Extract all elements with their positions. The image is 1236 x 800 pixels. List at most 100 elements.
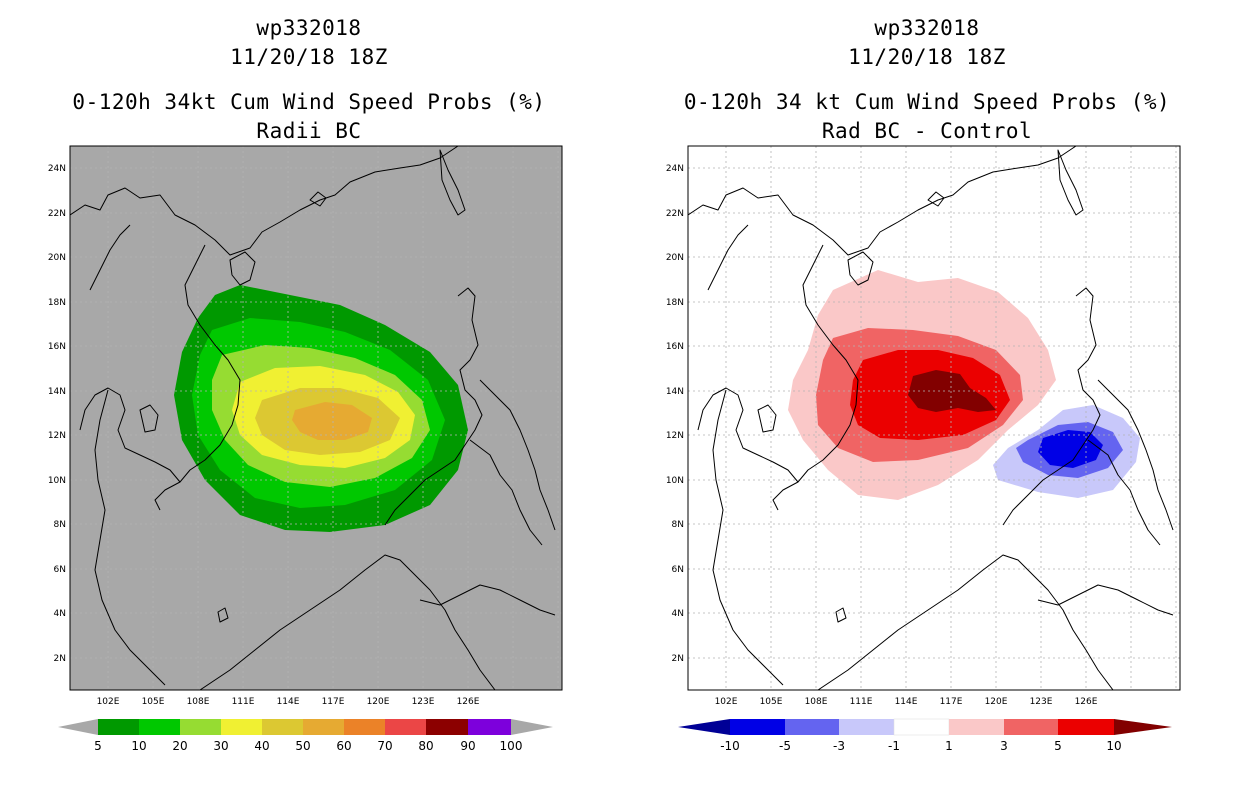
right-lat-label: 12N: [666, 431, 684, 441]
right-lat-label: 24N: [666, 164, 684, 174]
left-datetime: 11/20/18 18Z: [230, 45, 388, 69]
right-colorbar-swatch: [785, 719, 839, 735]
left-colorbar-swatch: [303, 719, 344, 735]
right-grid: [688, 146, 1180, 690]
left-lat-label: 6N: [54, 565, 66, 575]
right-lon-label: 126E: [1075, 697, 1098, 707]
left-lon-label: 120E: [367, 697, 390, 707]
right-lat-label: 22N: [666, 209, 684, 219]
left-lat-label: 4N: [54, 609, 66, 619]
left-colorbar-label: 20: [172, 739, 187, 753]
right-datetime: 11/20/18 18Z: [848, 45, 1006, 69]
left-lat-label: 16N: [48, 342, 66, 352]
right-colorbar: -10 -5 -3 -1 1 3 5 10: [678, 718, 1172, 753]
left-colorbar-high-arrow: [511, 719, 553, 735]
right-lon-label: 114E: [895, 697, 918, 707]
left-lat-label: 12N: [48, 431, 66, 441]
left-lat-label: 20N: [48, 253, 66, 263]
right-lat-label: 6N: [672, 565, 684, 575]
left-lat-label: 10N: [48, 476, 66, 486]
right-colorbar-label: 1: [945, 739, 953, 753]
left-colorbar-swatch: [344, 719, 385, 735]
right-colorbar-swatch: [1058, 719, 1114, 735]
left-colorbar-label: 90: [460, 739, 475, 753]
left-grid: [70, 146, 562, 690]
right-colorbar-swatch: [893, 718, 950, 736]
left-colorbar-label: 10: [131, 739, 146, 753]
left-lat-label: 24N: [48, 164, 66, 174]
right-product-title: 0-120h 34 kt Cum Wind Speed Probs (%): [683, 90, 1171, 114]
right-coastlines: [688, 146, 1174, 690]
left-subtitle: Radii BC: [256, 119, 362, 143]
left-colorbar-label: 30: [213, 739, 228, 753]
left-lat-label: 22N: [48, 209, 66, 219]
right-colorbar-swatch: [839, 719, 894, 735]
right-lat-labels: 2N 4N 6N 8N 10N 12N 14N 16N 18N 20N 22N …: [666, 164, 684, 664]
left-coastlines: [70, 146, 556, 690]
right-lon-label: 108E: [805, 697, 828, 707]
left-colorbar-swatch: [139, 719, 180, 735]
left-lat-label: 2N: [54, 654, 66, 664]
left-colorbar-label: 70: [377, 739, 392, 753]
left-colorbar-swatch: [262, 719, 303, 735]
left-lat-labels: 2N 4N 6N 8N 10N 12N 14N 16N 18N 20N 22N …: [48, 164, 66, 664]
left-lat-label: 18N: [48, 298, 66, 308]
left-lon-label: 111E: [232, 697, 255, 707]
right-colorbar-low-arrow: [678, 719, 730, 735]
left-colorbar-swatch: [98, 719, 139, 735]
right-colorbar-label: 10: [1106, 739, 1121, 753]
right-map-frame: [687, 145, 1181, 691]
right-lon-label: 120E: [985, 697, 1008, 707]
right-colorbar-label: 3: [1000, 739, 1008, 753]
right-lon-labels: 102E 105E 108E 111E 114E 117E 120E 123E …: [715, 697, 1098, 707]
right-colorbar-swatch: [1004, 719, 1058, 735]
right-lat-label: 10N: [666, 476, 684, 486]
right-colorbar-label: -10: [720, 739, 740, 753]
right-lon-label: 117E: [940, 697, 963, 707]
left-lon-label: 117E: [322, 697, 345, 707]
left-lon-label: 102E: [97, 697, 120, 707]
right-panel: wp332018 11/20/18 18Z 0-120h 34 kt Cum W…: [618, 0, 1236, 800]
left-lon-label: 108E: [187, 697, 210, 707]
left-colorbar-swatch: [385, 719, 426, 735]
left-lat-label: 14N: [48, 387, 66, 397]
left-lon-label: 105E: [142, 697, 165, 707]
right-colorbar-label: -1: [888, 739, 900, 753]
left-colorbar-label: 60: [336, 739, 351, 753]
left-prob-contour-50: [292, 402, 372, 440]
right-lat-label: 2N: [672, 654, 684, 664]
left-map-frame: [69, 145, 563, 691]
right-colorbar-swatch: [949, 719, 1004, 735]
left-map: 2N 4N 6N 8N 10N 12N 14N 16N 18N 20N 22N …: [48, 145, 563, 753]
right-subtitle: Rad BC - Control: [821, 119, 1033, 143]
right-lon-label: 123E: [1030, 697, 1053, 707]
right-lat-label: 20N: [666, 253, 684, 263]
right-diff-contour-pos-10: [908, 370, 996, 412]
left-colorbar-low-arrow: [58, 719, 98, 735]
right-colorbar-swatch: [730, 719, 785, 735]
right-lat-label: 8N: [672, 520, 684, 530]
right-map: 2N 4N 6N 8N 10N 12N 14N 16N 18N 20N 22N …: [666, 145, 1181, 753]
left-colorbar-swatch: [221, 719, 262, 735]
right-colorbar-label: -5: [779, 739, 791, 753]
left-storm-id: wp332018: [256, 16, 362, 40]
left-lon-label: 114E: [277, 697, 300, 707]
left-panel: wp332018 11/20/18 18Z 0-120h 34kt Cum Wi…: [48, 16, 563, 753]
left-colorbar-label: 80: [418, 739, 433, 753]
left-colorbar-label: 5: [94, 739, 102, 753]
right-lat-label: 14N: [666, 387, 684, 397]
right-colorbar-high-arrow: [1114, 719, 1172, 735]
left-product-title: 0-120h 34kt Cum Wind Speed Probs (%): [72, 90, 546, 114]
right-lat-label: 4N: [672, 609, 684, 619]
right-storm-id: wp332018: [874, 16, 980, 40]
right-lat-label: 16N: [666, 342, 684, 352]
right-lon-label: 111E: [850, 697, 873, 707]
left-colorbar-swatch: [426, 719, 468, 735]
left-colorbar-label: 40: [254, 739, 269, 753]
left-colorbar-swatch: [468, 719, 511, 735]
left-lon-label: 126E: [457, 697, 480, 707]
left-colorbar-label: 100: [500, 739, 523, 753]
right-lon-label: 105E: [760, 697, 783, 707]
right-colorbar-label: 5: [1054, 739, 1062, 753]
right-lat-label: 18N: [666, 298, 684, 308]
